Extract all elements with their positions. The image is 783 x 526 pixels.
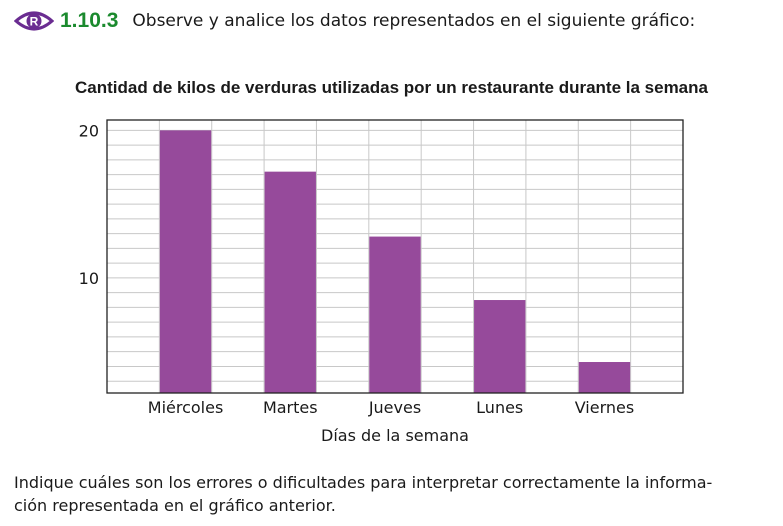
y-tick-label: 20 [79,121,99,140]
svg-text:R: R [30,15,39,29]
exercise-instruction: Observe y analice los datos representado… [132,11,696,31]
bar-miércoles [159,130,212,394]
question-text: Indique cuáles son los errores o dificul… [14,471,774,517]
x-axis-label: Días de la semana [321,426,469,445]
x-tick-label: Martes [263,398,318,417]
question-line-2: ción representada en el gráfico anterior… [14,496,336,515]
bar-jueves [369,236,421,393]
x-tick-label: Miércoles [148,398,224,417]
bar-martes [264,171,316,393]
x-tick-label: Lunes [476,398,523,417]
exercise-header: R 1.10.3 Observe y analice los datos rep… [14,6,695,36]
x-axis-tick-labels: Miércoles Martes Jueves Lunes Viernes [148,398,634,417]
bar-chart: 10 20 Miércoles Martes Jueves Lunes Viernes D… [79,119,684,445]
chart-bars [159,130,631,394]
y-tick-label: 10 [79,269,99,288]
y-axis-tick-labels: 10 20 [79,121,99,288]
bar-viernes [578,362,631,393]
x-tick-label: Viernes [575,398,635,417]
plot-frame [106,119,684,394]
x-tick-label: Jueves [368,398,421,417]
exercise-number: 1.10.3 [60,9,119,32]
question-line-1: Indique cuáles son los errores o dificul… [14,473,713,492]
chart-title: Cantidad de kilos de verduras utilizadas… [75,78,708,97]
bar-lunes [474,300,526,393]
eye-r-icon: R [14,11,54,31]
